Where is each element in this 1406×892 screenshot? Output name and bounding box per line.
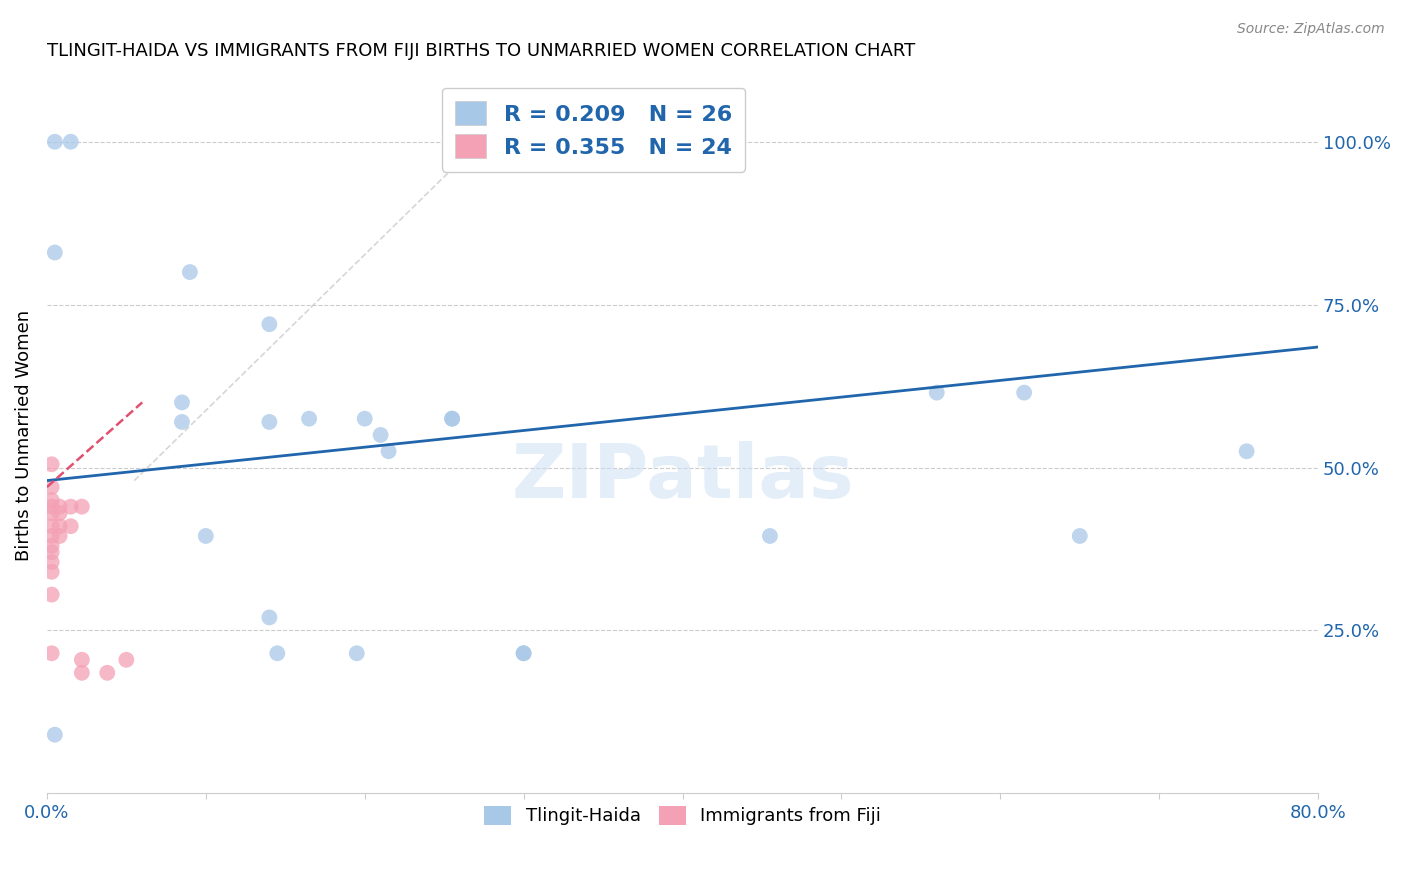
Point — [41, 519, 63, 533]
Point — [1012, 385, 1035, 400]
Point — [48, 506, 70, 520]
Point — [925, 385, 948, 400]
Point — [1236, 444, 1258, 458]
Point — [1069, 529, 1091, 543]
Point — [41, 506, 63, 520]
Point — [266, 646, 288, 660]
Point — [759, 529, 782, 543]
Point — [441, 411, 464, 425]
Point — [70, 500, 93, 514]
Point — [41, 588, 63, 602]
Y-axis label: Births to Unmarried Women: Births to Unmarried Women — [15, 310, 32, 560]
Point — [41, 500, 63, 514]
Point — [44, 728, 66, 742]
Point — [194, 529, 217, 543]
Point — [259, 415, 281, 429]
Text: TLINGIT-HAIDA VS IMMIGRANTS FROM FIJI BIRTHS TO UNMARRIED WOMEN CORRELATION CHAR: TLINGIT-HAIDA VS IMMIGRANTS FROM FIJI BI… — [46, 42, 915, 60]
Point — [41, 646, 63, 660]
Point — [41, 458, 63, 472]
Point — [41, 539, 63, 553]
Point — [48, 519, 70, 533]
Point — [259, 317, 281, 331]
Legend: Tlingit-Haida, Immigrants from Fiji: Tlingit-Haida, Immigrants from Fiji — [475, 797, 890, 835]
Point — [41, 565, 63, 579]
Point — [41, 555, 63, 569]
Point — [298, 411, 321, 425]
Point — [41, 480, 63, 494]
Point — [41, 493, 63, 508]
Point — [179, 265, 201, 279]
Point — [41, 545, 63, 559]
Point — [370, 428, 392, 442]
Point — [59, 135, 82, 149]
Point — [259, 610, 281, 624]
Point — [59, 500, 82, 514]
Point — [353, 411, 375, 425]
Point — [96, 665, 118, 680]
Point — [512, 646, 534, 660]
Point — [44, 245, 66, 260]
Point — [41, 529, 63, 543]
Point — [512, 646, 534, 660]
Point — [377, 444, 399, 458]
Point — [70, 653, 93, 667]
Point — [48, 500, 70, 514]
Point — [44, 135, 66, 149]
Point — [170, 395, 193, 409]
Point — [170, 415, 193, 429]
Text: ZIPatlas: ZIPatlas — [512, 442, 853, 515]
Point — [59, 519, 82, 533]
Text: Source: ZipAtlas.com: Source: ZipAtlas.com — [1237, 22, 1385, 37]
Point — [48, 529, 70, 543]
Point — [346, 646, 368, 660]
Point — [115, 653, 138, 667]
Point — [70, 665, 93, 680]
Point — [441, 411, 464, 425]
